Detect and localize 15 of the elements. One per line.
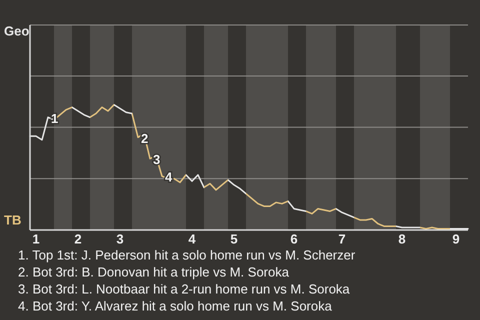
- x-tick-label: 7: [338, 232, 346, 247]
- x-tick-label: 2: [74, 232, 82, 247]
- text: Geo: [4, 24, 30, 39]
- text: 3. Bot 3rd: L. Nootbaar hit a 2-run home run vs M. Soroka: [18, 282, 350, 297]
- text: 4. Bot 3rd: Y. Alvarez hit a solo home run vs M. Soroka: [18, 298, 333, 314]
- x-tick-label: 3: [116, 232, 124, 247]
- x-tick-label: 9: [452, 232, 460, 247]
- x-tick-label: 6: [290, 232, 298, 247]
- text: 1. Top 1st: J. Pederson hit a solo home run vs M. Scherzer: [18, 248, 356, 263]
- x-tick-label: 1: [32, 232, 40, 247]
- x-tick-label: 8: [398, 232, 406, 247]
- x-tick-label: 5: [230, 232, 238, 247]
- text: TB: [4, 212, 22, 228]
- text: 2. Bot 3rd: B. Donovan hit a triple vs M. Soroka: [18, 264, 290, 280]
- x-tick-label: 4: [188, 232, 196, 247]
